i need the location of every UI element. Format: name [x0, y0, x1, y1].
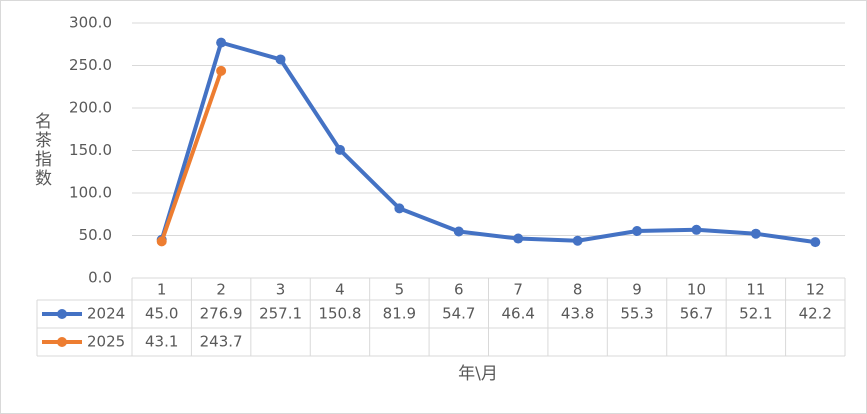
y-tick-label: 200.0	[69, 99, 112, 117]
data-point	[216, 37, 227, 48]
data-point	[572, 235, 583, 246]
legend-marker	[57, 337, 67, 347]
data-point	[216, 65, 227, 76]
data-point	[156, 236, 167, 247]
y-tick-label: 0.0	[88, 269, 112, 287]
y-axis-label: 名茶指数	[31, 112, 52, 188]
data-point	[453, 226, 464, 237]
table-cell: 257.1	[259, 305, 302, 323]
x-tick-label: 11	[746, 281, 765, 299]
table-cell: 43.8	[561, 305, 594, 323]
legend-marker	[57, 309, 67, 319]
x-tick-label: 12	[806, 281, 825, 299]
table-cell: 45.0	[145, 305, 178, 323]
y-tick-label: 150.0	[69, 141, 112, 159]
x-tick-label: 5	[395, 281, 405, 299]
x-tick-label: 9	[632, 281, 642, 299]
data-point	[275, 54, 286, 65]
data-point	[394, 203, 405, 214]
data-point	[334, 144, 345, 155]
table-cell: 52.1	[739, 305, 772, 323]
x-tick-label: 4	[335, 281, 345, 299]
table-cell: 54.7	[442, 305, 475, 323]
table-cell: 150.8	[318, 305, 361, 323]
data-point	[691, 224, 702, 235]
x-tick-label: 6	[454, 281, 464, 299]
table-cell: 46.4	[502, 305, 535, 323]
data-point	[632, 225, 643, 236]
x-tick-label: 8	[573, 281, 583, 299]
x-tick-label: 2	[216, 281, 226, 299]
y-tick-label: 50.0	[79, 226, 112, 244]
table-cell: 55.3	[620, 305, 653, 323]
table-cell: 43.1	[145, 333, 178, 351]
legend-label: 2025	[87, 333, 125, 351]
x-tick-label: 1	[157, 281, 167, 299]
data-point	[513, 233, 524, 244]
series-line	[159, 70, 224, 243]
table-cell: 243.7	[200, 333, 243, 351]
y-tick-label: 250.0	[69, 56, 112, 74]
data-point	[810, 237, 821, 248]
table-cell: 42.2	[799, 305, 832, 323]
x-tick-label: 10	[687, 281, 706, 299]
series-line	[159, 40, 816, 245]
table-cell: 81.9	[383, 305, 416, 323]
table-cell: 276.9	[200, 305, 243, 323]
table-cell: 56.7	[680, 305, 713, 323]
x-tick-label: 7	[513, 281, 523, 299]
data-point	[750, 228, 761, 239]
y-tick-label: 300.0	[69, 14, 112, 32]
legend-label: 2024	[87, 305, 125, 323]
y-tick-label: 100.0	[69, 184, 112, 202]
x-axis-label: 年\月	[458, 364, 498, 384]
x-tick-label: 3	[276, 281, 286, 299]
